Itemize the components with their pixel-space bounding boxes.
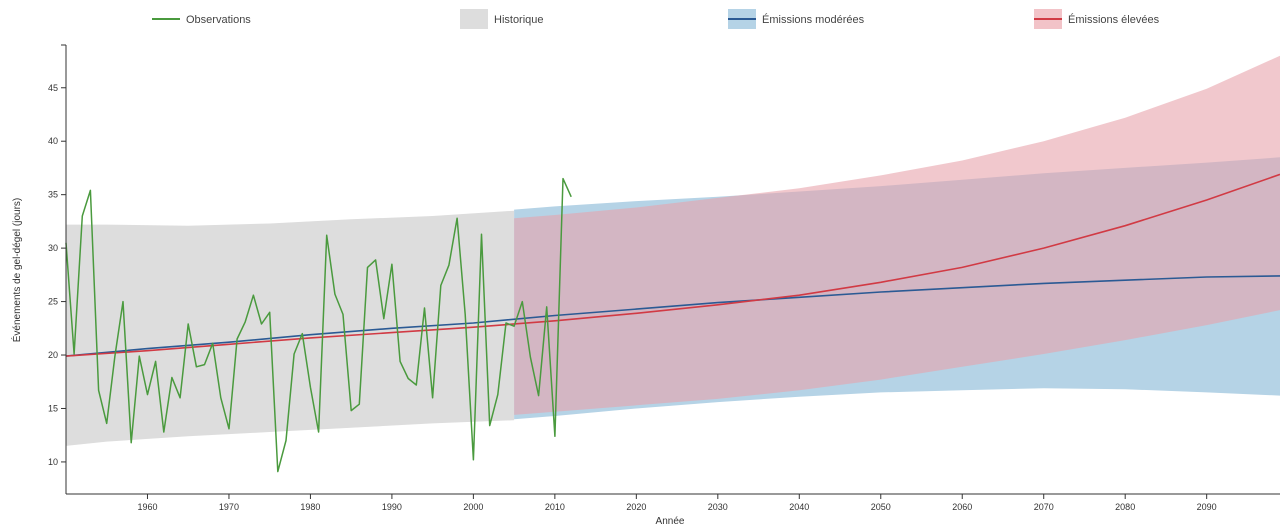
lines-layer xyxy=(65,173,1280,473)
x-tick-label: 1960 xyxy=(137,502,157,512)
high-emissions-line xyxy=(65,173,1280,357)
x-tick-label: 2070 xyxy=(1034,502,1054,512)
x-tick-label: 2050 xyxy=(871,502,891,512)
x-tick-label: 2090 xyxy=(1197,502,1217,512)
x-tick-label: 2040 xyxy=(789,502,809,512)
x-tick-label: 2080 xyxy=(1115,502,1135,512)
x-tick-label: 1980 xyxy=(300,502,320,512)
legend-label: Émissions élevées xyxy=(1068,13,1160,26)
y-axis-title: Événements de gel-dégel (jours) xyxy=(10,198,23,343)
legend-item-moderate[interactable]: Émissions modérées xyxy=(728,9,865,29)
y-tick-label: 20 xyxy=(48,350,58,360)
x-tick-label: 2020 xyxy=(626,502,646,512)
y-tick-label: 45 xyxy=(48,83,58,93)
legend-label: Émissions modérées xyxy=(762,13,865,26)
x-tick-label: 2000 xyxy=(463,502,483,512)
observations-line xyxy=(65,177,572,473)
legend-item-high[interactable]: Émissions élevées xyxy=(1034,9,1160,29)
legend-item-historical[interactable]: Historique xyxy=(460,9,544,29)
y-tick-label: 25 xyxy=(48,297,58,307)
x-tick-label: 1990 xyxy=(382,502,402,512)
x-tick-label: 2060 xyxy=(952,502,972,512)
x-tick-label: 1970 xyxy=(219,502,239,512)
y-tick-label: 10 xyxy=(48,457,58,467)
moderate-emissions-line xyxy=(65,275,1280,357)
legend-label: Historique xyxy=(494,14,544,26)
historical-band xyxy=(66,210,515,446)
legend-item-observations[interactable]: Observations xyxy=(152,14,251,26)
legend-swatch xyxy=(460,9,488,29)
x-tick-label: 2030 xyxy=(708,502,728,512)
legend-label: Observations xyxy=(186,14,251,26)
y-tick-label: 40 xyxy=(48,136,58,146)
y-tick-label: 30 xyxy=(48,243,58,253)
x-tick-label: 2010 xyxy=(545,502,565,512)
x-axis-title: Année xyxy=(656,516,685,527)
y-tick-label: 35 xyxy=(48,190,58,200)
y-tick-label: 15 xyxy=(48,403,58,413)
axes-layer: 10 15 20 25 30 35 40 45 1960 1970 1980 1990 2000 2010… xyxy=(48,44,1280,512)
high-emissions-band xyxy=(514,55,1280,415)
bands-layer xyxy=(66,55,1280,446)
legend[interactable]: Observations Historique Émissions modérées… xyxy=(152,9,1160,29)
